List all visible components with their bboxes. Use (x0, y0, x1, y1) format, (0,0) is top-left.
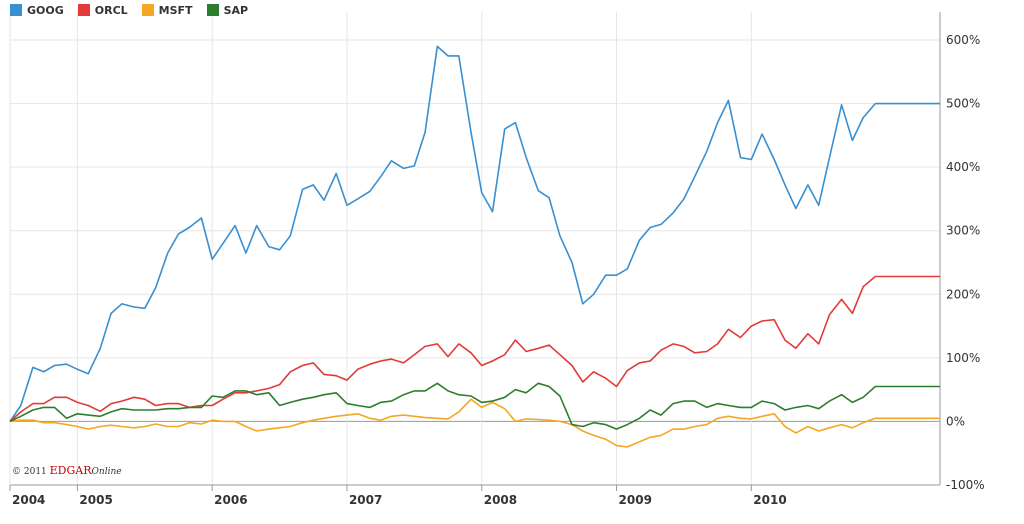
series-line-sap (9, 382, 940, 430)
copyright-notice: © 2011 EDGAROnline (12, 464, 122, 477)
x-tick-label: 2009 (619, 493, 652, 507)
legend-label: SAP (223, 3, 249, 17)
legend-item-orcl: ORCL (77, 3, 128, 17)
legend-swatch (10, 4, 22, 16)
grid-lines (9, 12, 940, 486)
x-tick-labels: 2004 2005 2006 2007 2008 2009 2010 (12, 493, 787, 507)
y-tick-label: -100% (946, 478, 985, 492)
legend-label: GOOG (27, 3, 64, 17)
y-tick-labels: 600% 500% 400% 300% 200% 100% 0% -100% (946, 33, 985, 492)
y-tick-label: 0% (946, 414, 965, 428)
legend-item-goog: GOOG (10, 4, 64, 17)
y-tick-label: 500% (946, 97, 980, 111)
x-tick-label: 2008 (484, 493, 517, 507)
y-tick-label: 100% (946, 351, 980, 365)
x-tick-label: 2005 (79, 493, 112, 507)
legend-item-sap: SAP (206, 3, 249, 17)
series-group (9, 45, 940, 448)
legend-label: MSFT (158, 3, 193, 17)
y-tick-label: 400% (946, 160, 980, 174)
y-tick-label: 600% (946, 33, 980, 47)
x-tick-label: 2007 (349, 493, 382, 507)
brand-logo: EDGAR (49, 464, 92, 477)
legend: GOOG ORCL MSFT SAP (10, 2, 262, 18)
axes (9, 12, 941, 491)
legend-swatch (206, 4, 219, 16)
x-tick-label: 2006 (214, 493, 247, 507)
brand-suffix: Online (91, 467, 122, 477)
y-tick-label: 300% (946, 224, 980, 238)
legend-label: ORCL (94, 3, 128, 17)
copyright-prefix: © 2011 (12, 467, 50, 477)
series-line-goog (9, 45, 940, 422)
legend-item-msft: MSFT (141, 3, 193, 17)
x-tick-label: 2004 (12, 493, 45, 507)
legend-swatch (77, 4, 90, 16)
series-line-msft (9, 398, 940, 448)
series-line-orcl (9, 275, 940, 423)
y-tick-label: 200% (946, 287, 980, 301)
legend-swatch (141, 4, 154, 16)
x-tick-label: 2010 (753, 493, 786, 507)
